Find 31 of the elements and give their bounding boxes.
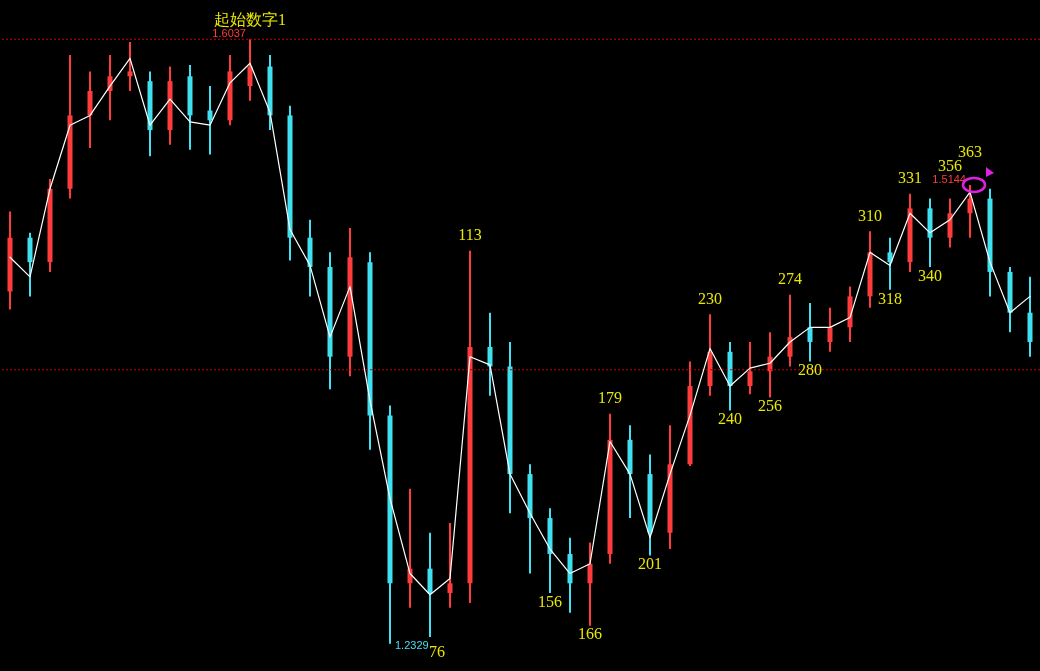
text: 310 (858, 206, 882, 224)
text: 318 (878, 289, 902, 307)
text: 166 (578, 625, 602, 643)
annotation: 1.2329 (395, 638, 429, 651)
text: 113 (458, 226, 482, 244)
candlestick (887, 236, 893, 291)
text: 201 (638, 555, 662, 573)
candlestick (247, 38, 253, 102)
annotation: 1.6037 (212, 27, 247, 40)
candlestick (487, 311, 493, 397)
candlestick (587, 541, 593, 627)
text: 356 (938, 157, 962, 175)
candlestick (807, 301, 813, 363)
text: 274 (778, 270, 802, 288)
text: 起始数字1 (214, 10, 286, 28)
candlestick (747, 341, 753, 396)
candlestick (787, 293, 793, 368)
text: 363 (958, 142, 982, 160)
text: 280 (798, 361, 822, 379)
candlestick (447, 521, 453, 609)
text: 76 (429, 643, 445, 661)
candlestick (827, 306, 833, 353)
candlestick (127, 41, 133, 92)
text: 230 (698, 289, 722, 307)
text: 179 (598, 389, 622, 407)
text: 156 (538, 592, 562, 610)
text: 240 (718, 410, 742, 428)
text: 331 (898, 169, 922, 187)
text: 340 (918, 266, 942, 284)
annotation: 1.5144 (932, 172, 967, 185)
text: 256 (758, 397, 782, 415)
